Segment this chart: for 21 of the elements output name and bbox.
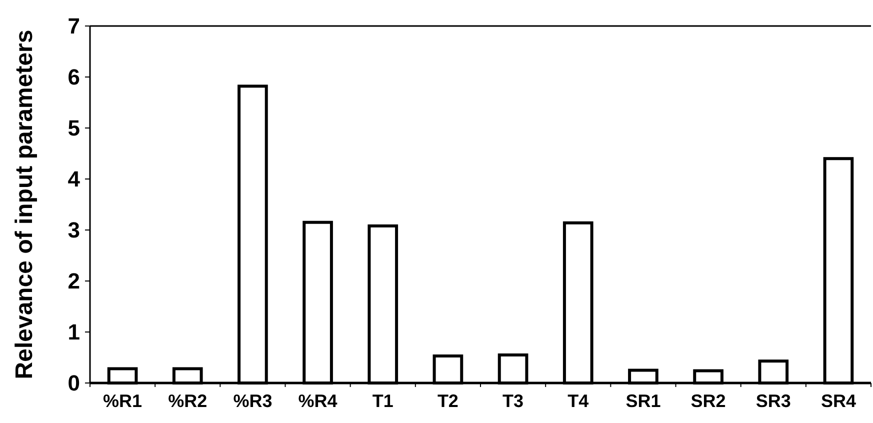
x-tick-label: T3 — [502, 391, 524, 411]
y-tick-label: 0 — [68, 370, 80, 396]
y-tick-label: 6 — [68, 64, 80, 90]
y-tick-label: 2 — [68, 268, 80, 294]
y-tick-label: 4 — [68, 166, 81, 192]
x-tick-label: T1 — [372, 391, 394, 411]
y-tick-label: 5 — [68, 116, 80, 141]
x-tick-label: %R3 — [233, 391, 272, 411]
y-tick-label: 1 — [68, 320, 80, 345]
y-axis-title: Relevance of input parameters — [11, 30, 38, 380]
x-tick-label: T4 — [568, 391, 589, 411]
x-tick-label: SR3 — [756, 391, 791, 411]
y-tick-label: 3 — [68, 218, 80, 243]
x-tick-label: SR4 — [820, 391, 856, 411]
x-tick-label: SR2 — [690, 391, 726, 411]
y-tick-label: 7 — [68, 14, 80, 39]
x-tick-label: SR1 — [626, 391, 661, 411]
x-tick-label: %R4 — [298, 391, 338, 411]
x-tick-label: %R2 — [168, 391, 208, 411]
x-tick-label: %R1 — [103, 391, 142, 411]
x-tick-label: T2 — [437, 391, 458, 411]
